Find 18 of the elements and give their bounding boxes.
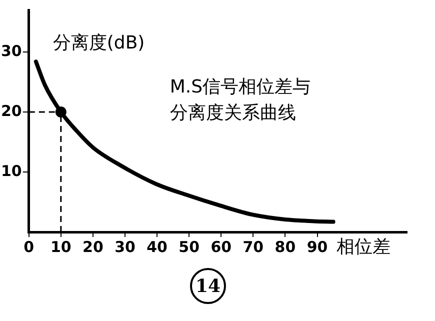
y-tick-label: 30 bbox=[1, 42, 22, 60]
y-tick-label: 10 bbox=[1, 162, 22, 180]
y-axis-title: 分离度(dB) bbox=[52, 32, 145, 54]
x-tick-label: 10 bbox=[50, 238, 72, 256]
x-tick-label: 70 bbox=[242, 238, 264, 256]
text: 14 bbox=[190, 268, 226, 304]
x-tick-label: 50 bbox=[178, 238, 200, 256]
annotation: 分离度关系曲线 bbox=[170, 102, 296, 124]
x-tick-label: 40 bbox=[146, 238, 168, 256]
x-tick-label: 60 bbox=[210, 238, 232, 256]
x-tick-label: 30 bbox=[114, 238, 136, 256]
y-tick-label: 20 bbox=[1, 102, 22, 120]
x-tick-label: 80 bbox=[274, 238, 296, 256]
x-axis-title: 相位差 bbox=[336, 236, 390, 258]
x-tick-label: 90 bbox=[306, 238, 328, 256]
x-tick-label: 20 bbox=[82, 238, 104, 256]
annotation: M.S信号相位差与 bbox=[170, 76, 311, 98]
x-tick-label: 0 bbox=[24, 238, 34, 256]
